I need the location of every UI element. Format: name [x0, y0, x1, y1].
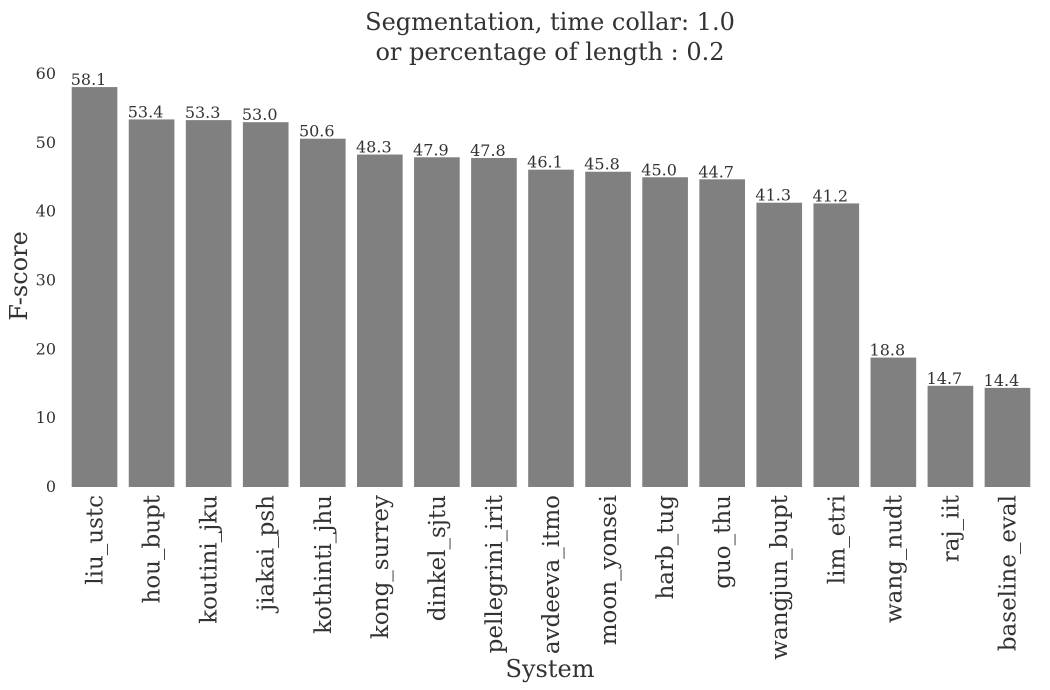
bar-liu_ustc	[71, 87, 118, 487]
bar-baseline_eval	[984, 387, 1031, 487]
bar-lim_etri	[813, 203, 860, 487]
value-label: 58.1	[71, 70, 107, 89]
bar-wangjun_bupt	[756, 202, 803, 487]
y-axis-label: F-score	[5, 231, 33, 321]
y-tick-label: 10	[36, 408, 56, 427]
y-tick-label: 20	[36, 339, 56, 358]
chart-subtitle: or percentage of length : 0.2	[375, 38, 724, 66]
y-axis-ticks: 0 10 20 30 40 50 60	[36, 64, 56, 496]
x-tick-label: guo_thu	[710, 495, 736, 589]
value-label: 41.2	[812, 186, 848, 205]
chart-title: Segmentation, time collar: 1.0	[365, 8, 735, 36]
x-tick-label: pellegrini_irit	[482, 494, 508, 653]
x-tick-label: koutini_jku	[197, 495, 223, 624]
x-tick-label: raj_iit	[938, 494, 964, 562]
bar-dinkel_sjtu	[414, 157, 460, 488]
x-tick-label: kothinti_jhu	[311, 495, 337, 634]
x-tick-label: avdeeva_itmo	[539, 495, 565, 654]
bar-harb_tug	[642, 177, 688, 487]
value-label: 14.7	[927, 369, 963, 388]
bar-moon_yonsei	[585, 171, 631, 488]
value-label: 41.3	[755, 186, 791, 205]
value-label: 53.3	[185, 103, 221, 122]
bar-koutini_jku	[185, 120, 232, 488]
x-tick-label: wang_nudt	[881, 494, 907, 623]
bar-jiakai_psh	[242, 122, 289, 488]
x-tick-label: kong_surrey	[368, 495, 394, 639]
value-label: 46.1	[527, 153, 563, 172]
x-tick-label: liu_ustc	[83, 495, 109, 585]
x-tick-label: jiakai_psh	[254, 495, 280, 614]
x-tick-label: dinkel_sjtu	[425, 495, 451, 621]
bar-kong_surrey	[357, 154, 403, 488]
x-tick-label: moon_yonsei	[596, 495, 622, 645]
value-label: 50.6	[299, 122, 335, 141]
y-tick-label: 60	[36, 64, 56, 83]
value-label: 18.8	[870, 341, 906, 360]
y-tick-label: 0	[46, 477, 56, 496]
x-tick-label: wangjun_bupt	[767, 494, 793, 659]
value-label: 45.8	[584, 155, 620, 174]
y-tick-label: 30	[36, 271, 56, 290]
x-tick-label: lim_etri	[824, 495, 850, 584]
bar-kothinti_jhu	[299, 138, 346, 487]
bars-group	[71, 87, 1031, 488]
value-label: 48.3	[356, 138, 392, 157]
value-label: 53.0	[242, 105, 278, 124]
bar-pellegrini_irit	[471, 157, 517, 488]
x-axis-label: System	[506, 655, 595, 683]
bar-hou_bupt	[128, 119, 175, 488]
x-tick-label: hou_bupt	[140, 494, 166, 603]
x-tick-label: harb_tug	[653, 495, 679, 600]
y-tick-label: 40	[36, 202, 56, 221]
bar-guo_thu	[699, 179, 745, 487]
value-label: 14.4	[984, 371, 1020, 390]
x-tick-label: baseline_eval	[995, 495, 1021, 651]
value-label: 47.9	[413, 140, 449, 159]
x-axis-tick-labels: liu_ustc hou_bupt koutini_jku jiakai_psh kot…	[83, 494, 1022, 659]
bar-wang_nudt	[870, 357, 917, 487]
value-label: 47.8	[470, 141, 506, 160]
bar-avdeeva_itmo	[528, 169, 574, 487]
value-label: 45.0	[641, 160, 677, 179]
value-labels-group: 58.1 53.4 53.3 53.0 50.6 48.3 47.9 47.8 46.1 45.8…	[71, 70, 1020, 390]
bar-raj_iit	[927, 385, 974, 487]
value-label: 44.7	[698, 162, 734, 181]
y-tick-label: 50	[36, 133, 56, 152]
value-label: 53.4	[128, 102, 164, 121]
